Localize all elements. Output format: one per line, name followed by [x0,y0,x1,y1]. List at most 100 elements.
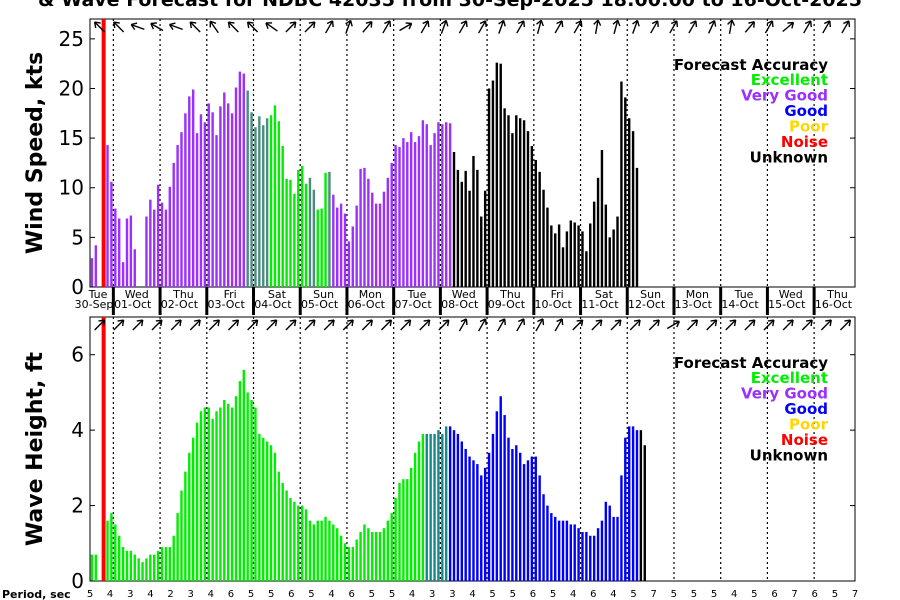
period-value: 7 [791,589,797,600]
wind-bar [371,192,374,287]
wind-bar [308,177,312,287]
wave-bar [565,520,569,581]
wind-direction-arrow [399,22,413,32]
wave-bar [328,520,331,581]
wave-bar [164,547,168,581]
wave-bar [242,369,245,581]
wind-bar [153,209,156,287]
wave-bar [149,554,152,581]
wind-bar [538,171,541,287]
wind-bar [114,208,117,287]
day-name-label: Mon [686,288,709,301]
wave-legend-item: Unknown [750,447,828,465]
wave-bar [293,501,296,581]
wave-bar [569,524,572,581]
wave-bar [452,430,456,581]
period-value: 5 [489,589,495,600]
wind-bar [515,115,518,287]
day-name-label: Wed [779,288,803,301]
wind-direction-arrow [516,20,526,34]
period-value: 4 [328,589,334,600]
wind-bar [483,190,487,287]
wind-bar [191,89,195,287]
day-name-label: Sun [640,288,661,301]
wave-bar [604,501,608,581]
wind-bar [596,177,600,287]
wind-direction-arrow [803,20,812,34]
wind-bar [250,112,253,287]
wave-bar [445,426,448,581]
wave-bar [277,471,281,581]
wind-legend-item: Very Good [741,87,828,105]
wave-bar [285,490,288,581]
wind-bar [565,231,569,287]
wave-bar [304,509,308,581]
wave-bar [223,399,226,581]
wave-direction-arrow [151,319,163,331]
wave-y-tick-label: 4 [71,418,84,442]
wave-legend-item: Good [784,400,828,418]
wave-direction-arrow [572,319,584,331]
period-value: 5 [369,589,375,600]
wave-direction-arrow [666,320,680,330]
period-value: 4 [570,589,576,600]
wind-bar [223,92,226,287]
wind-bar [262,125,265,288]
wind-direction-arrow [744,20,755,33]
wave-bar [581,531,584,581]
wind-direction-arrow [458,20,468,34]
wave-direction-arrow [706,319,718,331]
wave-bar [184,471,187,581]
wind-legend-item: Noise [781,133,828,151]
wind-bar [149,199,152,287]
wave-bar [390,513,393,581]
wind-bar [207,103,210,288]
wave-direction-arrow [361,319,373,331]
wave-bar [188,452,191,581]
wind-bar [425,124,428,288]
wind-bar [273,105,277,287]
wave-bar [526,460,530,581]
date-label: 09-Oct [488,298,526,311]
wave-bar [172,535,175,581]
period-value: 4 [610,589,616,600]
wind-bar [351,226,354,287]
wind-bar [300,165,304,287]
wave-y-tick-label: 6 [71,343,84,367]
wind-direction-arrow [189,21,201,33]
wind-bar [176,145,179,287]
wave-direction-arrow [304,319,316,331]
period-value: 5 [389,589,395,600]
wave-bar [402,479,405,581]
period-value: 6 [771,589,777,600]
wave-direction-arrow [763,319,775,331]
wave-bar [254,407,257,581]
wave-direction-arrow [132,319,144,331]
wind-direction-arrow [324,20,334,34]
wave-direction-arrow [400,319,412,331]
wave-direction-arrow [839,319,852,331]
wave-y-tick-label: 0 [71,569,84,593]
wave-height-panel: 0 2 4 6 Wave Height, ft Forecast AccuracyExce… [23,316,856,593]
date-label: 02-Oct [161,298,199,311]
wave-bar [106,520,109,581]
day-name-label: Tue [407,288,427,301]
period-value: 3 [449,589,455,600]
period-value: 3 [188,589,194,600]
wave-bar [246,392,249,581]
wind-bar [328,171,331,287]
wave-bar [308,520,312,581]
wind-bar [464,170,467,287]
wave-bar [262,437,265,581]
period-value: 5 [671,589,677,600]
wind-bar [534,159,537,287]
wind-bar [585,251,588,287]
wave-bar [511,449,514,581]
wind-bar [355,205,358,287]
wind-y-tick-label: 25 [59,27,84,51]
wind-direction-arrow [209,20,219,34]
wind-bar [211,112,214,287]
wind-bar [374,203,378,287]
wind-direction-arrow [612,19,621,34]
wave-bar [409,467,413,581]
